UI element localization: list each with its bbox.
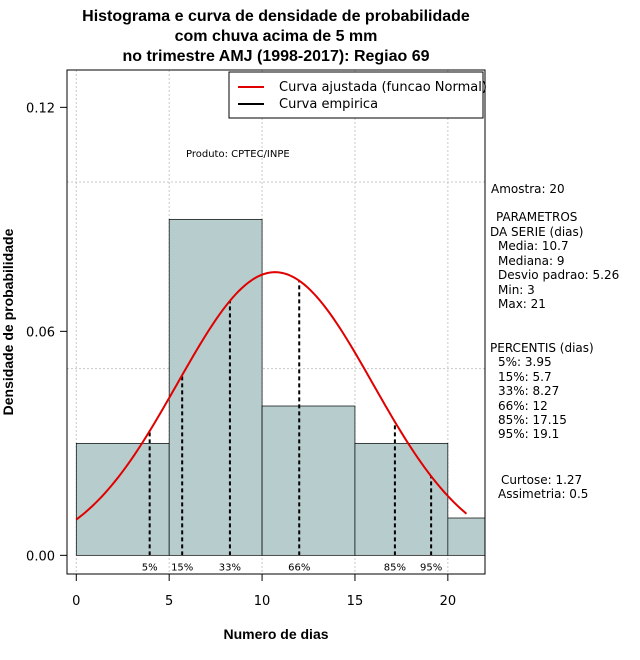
x-tick-label: 15 — [347, 594, 364, 609]
histogram-bar — [168, 218, 263, 556]
percentil-15: 15%: 5.7 — [498, 370, 552, 384]
params-header-2: DA SERIE (dias) — [490, 225, 583, 239]
chart-title-line-3: no trimestre AMJ (1998-2017): Regiao 69 — [122, 48, 429, 65]
percentis-header: PERCENTIS (dias) — [490, 341, 594, 355]
product-annotation: Produto: CPTEC/INPE — [186, 149, 290, 160]
param-media: Media: 10.7 — [498, 239, 569, 253]
histogram-bar — [261, 405, 356, 556]
percentil-95: 95%: 19.1 — [498, 427, 559, 441]
param-min: Min: 3 — [498, 283, 535, 297]
param-max: Max: 21 — [498, 297, 546, 311]
histogram-bar — [447, 517, 486, 556]
percentile-label: 33% — [219, 562, 241, 573]
params-header-1: PARAMETROS — [496, 210, 577, 224]
chart-title-line-1: Histograma e curva de densidade de proba… — [82, 8, 470, 25]
assimetria: Assimetria: 0.5 — [498, 487, 588, 501]
legend-label-fitted: Curva ajustada (funcao Normal) — [279, 80, 487, 95]
x-axis-label: Numero de dias — [223, 626, 328, 642]
normal-curve — [75, 271, 468, 521]
normal-curve-layer — [75, 271, 468, 521]
param-mediana: Mediana: 9 — [498, 254, 565, 268]
percentile-label: 15% — [171, 562, 193, 573]
percentil-5: 5%: 3.95 — [498, 355, 552, 369]
statistics-panel: Amostra: 20 PARAMETROS DA SERIE (dias) M… — [490, 182, 619, 501]
histogram-bar — [354, 442, 449, 556]
legend-box — [228, 71, 484, 119]
legend-label-empirical: Curva empirica — [279, 97, 378, 112]
chart-title-line-2: com chuva acima de 5 mm — [175, 28, 378, 45]
y-tick-label: 0.06 — [26, 325, 55, 340]
percentile-label: 85% — [384, 562, 406, 573]
y-tick-label: 0.00 — [26, 549, 55, 564]
param-desvio: Desvio padrao: 5.26 — [498, 268, 619, 282]
x-tick-label: 10 — [254, 594, 271, 609]
y-tick-label: 0.12 — [26, 101, 55, 116]
percentil-85: 85%: 17.15 — [498, 413, 567, 427]
x-tick-label: 5 — [165, 594, 173, 609]
histogram-bar — [75, 442, 170, 556]
percentile-label: 95% — [420, 562, 442, 573]
percentile-lines: 5% 15% 33% 66% 85% 95% — [142, 280, 442, 573]
histogram-bars — [75, 218, 486, 556]
percentile-label: 66% — [288, 562, 310, 573]
x-tick-label: 20 — [440, 594, 457, 609]
y-axis-label: Densidade de probabilidade — [0, 228, 16, 415]
percentil-66: 66%: 12 — [498, 399, 548, 413]
sample-size: Amostra: 20 — [491, 182, 565, 196]
percentil-33: 33%: 8.27 — [498, 384, 559, 398]
axes: 0 5 10 15 20 0.00 0.06 0.12 — [26, 101, 456, 609]
legend: Curva ajustada (funcao Normal) Curva emp… — [228, 71, 487, 119]
curtose: Curtose: 1.27 — [501, 473, 582, 487]
x-tick-label: 0 — [72, 594, 80, 609]
percentile-label: 5% — [142, 562, 158, 573]
